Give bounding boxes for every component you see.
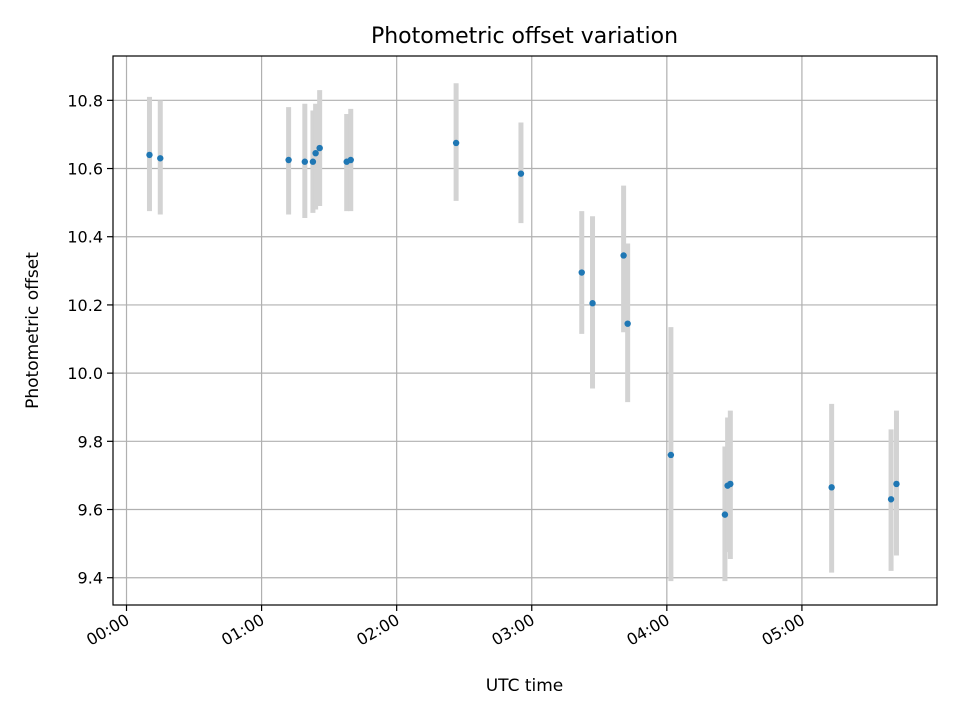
plot-frame — [112, 55, 938, 606]
data-point — [316, 144, 323, 152]
data-point — [157, 155, 164, 162]
y-tick-label: 10.4 — [67, 228, 103, 247]
data-point — [452, 139, 460, 147]
y-tick-label: 10.8 — [67, 91, 103, 110]
data-point — [727, 480, 734, 488]
x-tick-label: 04:00 — [623, 610, 672, 650]
data-point — [312, 149, 319, 157]
y-axis: 9.4 9.6 9.8 10.0 10.2 10.4 10.6 10.8 — [67, 91, 113, 588]
chart-title: Photometric offset variation — [371, 24, 678, 49]
x-tick-label: 02:00 — [353, 610, 402, 650]
data-point — [589, 300, 596, 307]
x-axis: 00:00 01:00 02:00 03:00 04:00 05:00 — [83, 605, 808, 650]
y-tick-label: 10.0 — [67, 364, 103, 383]
y-tick-label: 9.4 — [78, 569, 103, 588]
data-point — [620, 252, 627, 259]
data-point — [578, 269, 585, 276]
x-axis-label: UTC time — [486, 676, 564, 696]
data-point — [146, 151, 153, 159]
y-tick-label: 9.8 — [78, 432, 103, 451]
data-point — [667, 451, 675, 459]
y-tick-label: 9.6 — [78, 501, 103, 520]
data-point — [517, 170, 525, 177]
y-axis-label: Photometric offset — [23, 252, 43, 409]
x-tick-label: 01:00 — [218, 610, 267, 650]
data-point — [285, 156, 292, 164]
data-point — [301, 158, 309, 165]
grid — [113, 56, 937, 605]
y-tick-label: 10.2 — [67, 296, 103, 315]
x-tick-label: 03:00 — [488, 610, 537, 650]
data-point — [347, 156, 354, 164]
data-point — [721, 511, 729, 518]
data-point — [893, 480, 900, 488]
data-points — [146, 139, 900, 518]
x-tick-label: 00:00 — [83, 610, 132, 650]
data-point — [887, 496, 895, 503]
x-tick-label: 05:00 — [758, 610, 807, 650]
y-tick-label: 10.6 — [67, 160, 103, 179]
data-point — [624, 320, 631, 327]
data-point — [309, 158, 317, 165]
data-point — [828, 484, 835, 491]
